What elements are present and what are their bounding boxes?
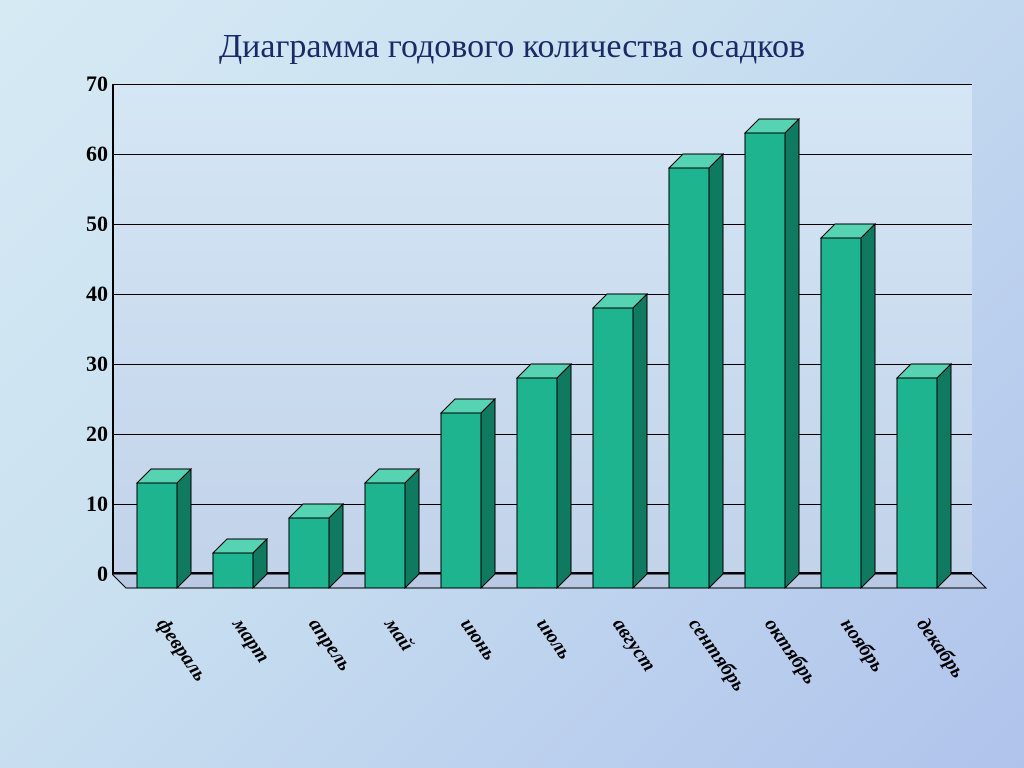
x-tick-label: август <box>607 614 660 676</box>
bar-svg <box>744 118 800 589</box>
bar-svg <box>668 153 724 589</box>
y-tick-label: 30 <box>62 351 108 377</box>
y-tick-label: 10 <box>62 491 108 517</box>
x-tick-label: июнь <box>455 614 500 665</box>
y-tick-label: 40 <box>62 281 108 307</box>
x-tick-label: ноябрь <box>835 614 888 677</box>
bar <box>288 504 342 588</box>
x-tick-label: сентябрь <box>683 614 750 696</box>
bar <box>364 469 418 588</box>
bar-svg <box>288 503 344 589</box>
bar-svg <box>592 293 648 589</box>
bar <box>820 224 874 588</box>
x-tick-label: декабрь <box>911 614 969 683</box>
bar <box>136 469 190 588</box>
y-tick-label: 0 <box>62 561 108 587</box>
bar-svg <box>364 468 420 589</box>
x-tick-label: май <box>379 614 418 656</box>
y-tick-label: 20 <box>62 421 108 447</box>
bar-svg <box>440 398 496 589</box>
x-tick-label: апрель <box>303 614 356 675</box>
y-tick-label: 60 <box>62 141 108 167</box>
chart-area: 0 10 20 30 40 50 60 70 февраль март апрель майиюнь… <box>32 74 992 694</box>
bar <box>744 119 798 588</box>
y-tick-label: 50 <box>62 211 108 237</box>
bar-svg <box>212 538 268 589</box>
y-tick-label: 70 <box>62 71 108 97</box>
bar <box>516 364 570 588</box>
x-tick-label: июль <box>531 614 575 664</box>
bar-svg <box>136 468 192 589</box>
bar <box>592 294 646 588</box>
x-tick-label: март <box>227 614 274 667</box>
chart-title: Диаграмма годового количества осадков <box>0 0 1024 74</box>
bar <box>896 364 950 588</box>
x-tick-label: февраль <box>151 614 211 686</box>
bar <box>212 539 266 588</box>
bar-svg <box>516 363 572 589</box>
bar-svg <box>820 223 876 589</box>
bar-svg <box>896 363 952 589</box>
x-tick-label: октябрь <box>759 614 821 689</box>
bars-layer <box>112 84 972 574</box>
bar <box>668 154 722 588</box>
bar <box>440 399 494 588</box>
